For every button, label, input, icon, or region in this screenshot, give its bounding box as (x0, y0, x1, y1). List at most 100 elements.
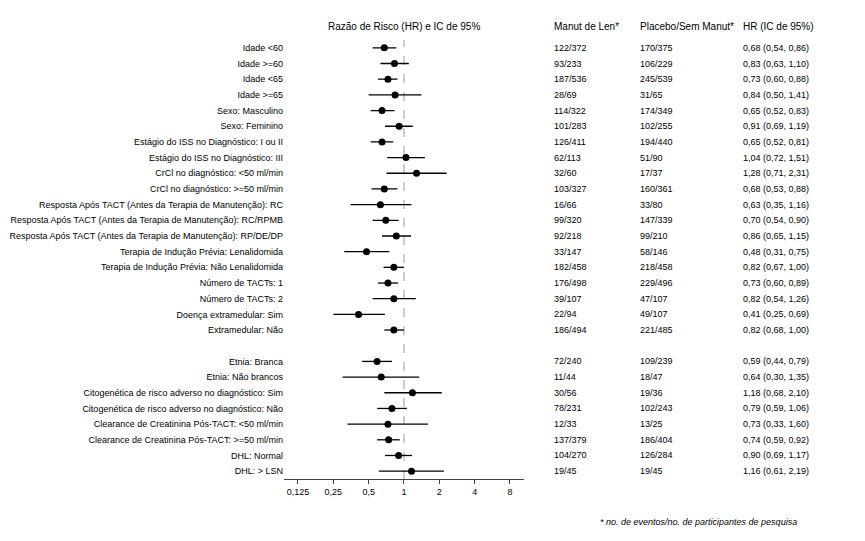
svg-text:78/231: 78/231 (554, 403, 582, 413)
svg-text:0,68 (0,54, 0,86): 0,68 (0,54, 0,86) (743, 43, 809, 53)
svg-text:0,68 (0,53, 0,88): 0,68 (0,53, 0,88) (743, 184, 809, 194)
svg-text:1,28 (0,71, 2,31): 1,28 (0,71, 2,31) (743, 168, 809, 178)
svg-text:102/255: 102/255 (640, 121, 673, 131)
svg-text:93/233: 93/233 (554, 59, 582, 69)
svg-text:0,59 (0,44, 0,79): 0,59 (0,44, 0,79) (743, 356, 809, 366)
svg-text:Placebo/Sem Manut*: Placebo/Sem Manut* (640, 21, 734, 32)
svg-text:102/243: 102/243 (640, 403, 673, 413)
svg-text:19/36: 19/36 (640, 388, 663, 398)
svg-text:0,74 (0,59, 0,92): 0,74 (0,59, 0,92) (743, 435, 809, 445)
svg-text:Clearance de Creatinina Pós-TA: Clearance de Creatinina Pós-TACT: >=50 m… (89, 435, 283, 445)
svg-text:4: 4 (472, 487, 477, 497)
svg-text:0,82 (0,54, 1,26): 0,82 (0,54, 1,26) (743, 294, 809, 304)
svg-text:Estágio do ISS no Diagnóstico:: Estágio do ISS no Diagnóstico: III (149, 153, 283, 163)
svg-text:28/69: 28/69 (554, 90, 577, 100)
svg-text:0,73 (0,60, 0,88): 0,73 (0,60, 0,88) (743, 74, 809, 84)
svg-text:0,125: 0,125 (287, 487, 310, 497)
svg-text:32/60: 32/60 (554, 168, 577, 178)
svg-text:DHL: > LSN: DHL: > LSN (235, 466, 283, 476)
svg-text:109/239: 109/239 (640, 356, 673, 366)
svg-text:104/270: 104/270 (554, 450, 587, 460)
svg-text:DHL: Normal: DHL: Normal (231, 451, 283, 461)
svg-text:39/107: 39/107 (554, 294, 582, 304)
svg-text:0,82 (0,68, 1,00): 0,82 (0,68, 1,00) (743, 325, 809, 335)
svg-text:99/210: 99/210 (640, 231, 668, 241)
svg-text:99/320: 99/320 (554, 215, 582, 225)
svg-text:Razão de Risco (HR) e IC de 95: Razão de Risco (HR) e IC de 95% (328, 21, 480, 32)
svg-text:187/536: 187/536 (554, 74, 587, 84)
svg-text:0,70 (0,54, 0,90): 0,70 (0,54, 0,90) (743, 215, 809, 225)
svg-text:Resposta Após TACT (Antes da T: Resposta Após TACT (Antes da Terapia de … (39, 200, 283, 210)
svg-text:17/37: 17/37 (640, 168, 663, 178)
svg-text:0,73 (0,60, 0,89): 0,73 (0,60, 0,89) (743, 278, 809, 288)
svg-text:176/498: 176/498 (554, 278, 587, 288)
svg-text:0,41 (0,25, 0,69): 0,41 (0,25, 0,69) (743, 309, 809, 319)
svg-text:22/94: 22/94 (554, 309, 577, 319)
svg-text:Idade <60: Idade <60 (243, 43, 283, 53)
svg-text:Extramedular: Não: Extramedular: Não (208, 325, 283, 335)
svg-text:13/25: 13/25 (640, 419, 663, 429)
svg-text:* no. de eventos/no. de partic: * no. de eventos/no. de participantes de… (600, 517, 797, 527)
svg-text:160/361: 160/361 (640, 184, 673, 194)
svg-text:218/458: 218/458 (640, 262, 673, 272)
svg-text:CrCl no diagnóstico: >=50 ml/m: CrCl no diagnóstico: >=50 ml/min (150, 184, 283, 194)
svg-text:182/458: 182/458 (554, 262, 587, 272)
svg-text:186/494: 186/494 (554, 325, 587, 335)
svg-text:0,48 (0,31, 0,75): 0,48 (0,31, 0,75) (743, 247, 809, 257)
svg-text:137/379: 137/379 (554, 435, 587, 445)
svg-text:114/322: 114/322 (554, 106, 586, 116)
svg-text:8: 8 (507, 487, 512, 497)
svg-text:0,83 (0,63, 1,10): 0,83 (0,63, 1,10) (743, 59, 809, 69)
svg-text:1,04 (0,72, 1,51): 1,04 (0,72, 1,51) (743, 153, 809, 163)
svg-text:19/45: 19/45 (640, 466, 663, 476)
svg-text:HR (IC de 95%): HR (IC de 95%) (743, 21, 814, 32)
svg-text:147/339: 147/339 (640, 215, 673, 225)
svg-text:CrCl no diagnóstico: <50 ml/mi: CrCl no diagnóstico: <50 ml/min (155, 168, 283, 178)
svg-text:49/107: 49/107 (640, 309, 668, 319)
svg-text:Número de TACTs: 2: Número de TACTs: 2 (200, 294, 283, 304)
svg-text:0,63 (0,35, 1,16): 0,63 (0,35, 1,16) (743, 200, 809, 210)
svg-text:221/485: 221/485 (640, 325, 673, 335)
svg-text:Terapia de Indução Prévia: Len: Terapia de Indução Prévia: Lenalidomida (120, 247, 283, 257)
svg-text:19/45: 19/45 (554, 466, 577, 476)
svg-text:1,16 (0,61, 2,19): 1,16 (0,61, 2,19) (743, 466, 809, 476)
svg-text:106/229: 106/229 (640, 59, 673, 69)
svg-text:33/80: 33/80 (640, 200, 663, 210)
svg-text:Estágio do ISS no Diagnóstico:: Estágio do ISS no Diagnóstico: I ou II (134, 137, 283, 147)
svg-text:33/147: 33/147 (554, 247, 582, 257)
svg-text:0,82 (0,67, 1,00): 0,82 (0,67, 1,00) (743, 262, 809, 272)
svg-text:2: 2 (437, 487, 442, 497)
svg-text:0,90 (0,69, 1,17): 0,90 (0,69, 1,17) (743, 450, 809, 460)
svg-text:0,79 (0,59, 1,06): 0,79 (0,59, 1,06) (743, 403, 809, 413)
svg-text:126/284: 126/284 (640, 450, 673, 460)
svg-text:Número de TACTs: 1: Número de TACTs: 1 (200, 278, 283, 288)
svg-text:Sexo: Masculino: Sexo: Masculino (217, 106, 283, 116)
svg-text:0,25: 0,25 (325, 487, 343, 497)
svg-text:126/411: 126/411 (554, 137, 586, 147)
svg-text:Doença extramedular: Sim: Doença extramedular: Sim (176, 310, 283, 320)
svg-text:Sexo: Feminino: Sexo: Feminino (220, 121, 283, 131)
svg-text:Citogenética de risco adverso: Citogenética de risco adverso no diagnós… (83, 388, 283, 398)
svg-text:0,86 (0,65, 1,15): 0,86 (0,65, 1,15) (743, 231, 809, 241)
svg-text:58/146: 58/146 (640, 247, 668, 257)
svg-text:31/65: 31/65 (640, 90, 663, 100)
svg-text:72/240: 72/240 (554, 356, 582, 366)
svg-text:Etnia: Não brancos: Etnia: Não brancos (206, 372, 283, 382)
svg-text:0,64 (0,30, 1,35): 0,64 (0,30, 1,35) (743, 372, 809, 382)
svg-text:229/496: 229/496 (640, 278, 673, 288)
svg-text:12/33: 12/33 (554, 419, 577, 429)
svg-text:Terapia de Indução Prévia: Não: Terapia de Indução Prévia: Não Lenalidom… (101, 262, 283, 272)
svg-text:11/44: 11/44 (554, 372, 576, 382)
svg-text:62/113: 62/113 (554, 153, 581, 163)
svg-text:1: 1 (401, 487, 406, 497)
svg-text:Idade >=60: Idade >=60 (237, 59, 283, 69)
svg-text:0,5: 0,5 (362, 487, 375, 497)
svg-text:122/372: 122/372 (554, 43, 587, 53)
svg-text:174/349: 174/349 (640, 106, 673, 116)
svg-text:0,91 (0,69, 1,19): 0,91 (0,69, 1,19) (743, 121, 809, 131)
svg-text:194/440: 194/440 (640, 137, 673, 147)
svg-text:245/539: 245/539 (640, 74, 673, 84)
svg-text:0,65 (0,52, 0,81): 0,65 (0,52, 0,81) (743, 137, 809, 147)
svg-text:16/66: 16/66 (554, 200, 577, 210)
svg-text:0,73 (0,33, 1,60): 0,73 (0,33, 1,60) (743, 419, 809, 429)
